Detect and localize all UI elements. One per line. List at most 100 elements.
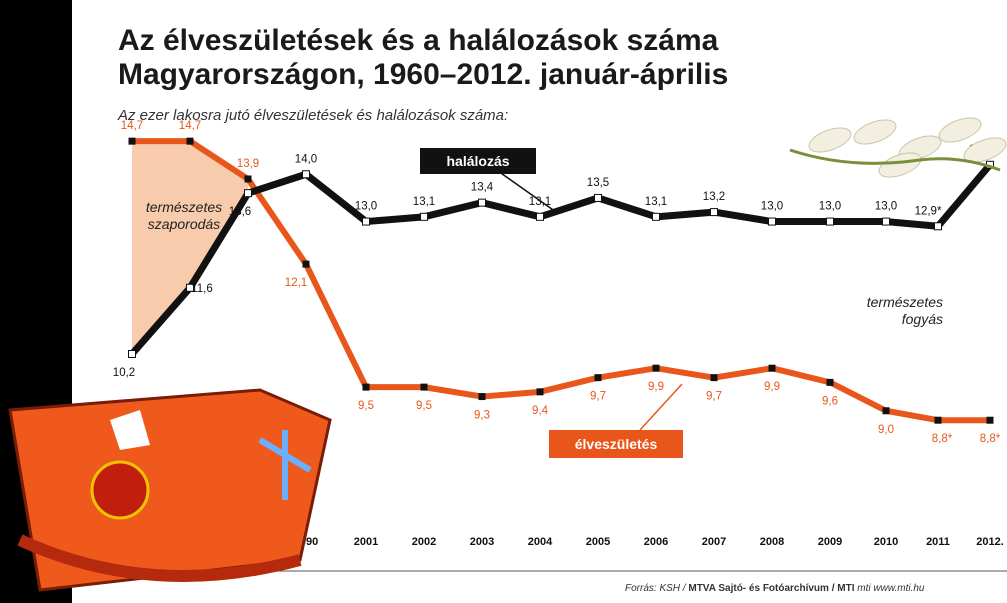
chart-subtitle: Az ezer lakosra jutó élveszületések és h… xyxy=(118,107,509,124)
halalozas-value-label: 13,6 xyxy=(229,206,251,218)
elveszuletes-value-label: 8,8* xyxy=(932,433,953,445)
halalozas-value-label: 13,5 xyxy=(587,177,609,189)
halalozas-point xyxy=(244,189,252,198)
elveszuletes-point xyxy=(826,378,834,386)
halalozas-point xyxy=(934,222,942,231)
halalozas-tag-box xyxy=(420,148,536,174)
cradle-ornament xyxy=(90,460,150,520)
elveszuletes-value-label: 9,7 xyxy=(706,391,722,403)
elveszuletes-point xyxy=(986,416,994,424)
natural-decrease-label-line2: fogyás xyxy=(902,311,943,327)
halalozas-value-label: 13,2 xyxy=(703,191,725,203)
elveszuletes-value-label: 9,3 xyxy=(474,410,490,422)
halalozas-value-label: 13,1 xyxy=(413,196,435,208)
natural-increase-label-line1: természetes xyxy=(146,199,222,215)
halalozas-point xyxy=(128,350,136,358)
x-tick-label: 2009 xyxy=(818,536,842,548)
x-tick-label: 2011 xyxy=(926,536,950,548)
halalozas-value-label: 13,0 xyxy=(875,201,897,213)
elveszuletes-value-label: 9,5 xyxy=(358,400,374,412)
elveszuletes-point xyxy=(594,374,602,382)
halalozas-point xyxy=(536,212,544,221)
halalozas-value-label: 13,0 xyxy=(819,201,841,213)
flower-petal xyxy=(938,117,982,143)
source-credit: Forrás: KSH / MTVA Sajtó- és Fotóarchívu… xyxy=(625,583,925,594)
cradle-heart-cutout xyxy=(110,410,150,450)
elveszuletes-point xyxy=(186,137,194,145)
elveszuletes-value-label: 12,1 xyxy=(285,277,307,289)
natural-increase-label-line2: szaporodás xyxy=(148,216,220,232)
halalozas-point xyxy=(478,198,486,207)
elveszuletes-tag-label: élveszületés xyxy=(575,436,658,452)
halalozas-value-label: 10,2 xyxy=(113,367,135,379)
halalozas-value-label: 13,1 xyxy=(645,196,667,208)
elveszuletes-value-label: 8,8* xyxy=(980,433,1001,445)
halalozas-tag-label: halálozás xyxy=(446,153,509,169)
x-tick-label: 2004 xyxy=(528,536,553,548)
x-tick-label: 2008 xyxy=(760,536,784,548)
source-suffix: mti www.mti.hu xyxy=(854,583,925,594)
elveszuletes-point xyxy=(362,383,370,391)
halalozas-tag-leader xyxy=(497,170,557,213)
elveszuletes-value-label: 9,7 xyxy=(590,391,606,403)
elveszuletes-point xyxy=(128,137,136,145)
elveszuletes-value-label: 9,5 xyxy=(416,400,432,412)
natural-increase-area xyxy=(132,141,248,354)
x-tick-label: 2010 xyxy=(874,536,898,548)
flower-petal xyxy=(878,152,922,178)
series-line-elveszuletes xyxy=(132,138,990,424)
title-line-1: Az élveszületések és a halálozások száma xyxy=(118,24,719,57)
halalozas-value-label: 14,0 xyxy=(295,153,317,165)
elveszuletes-value-label: 9,4 xyxy=(532,405,549,417)
flower-stem xyxy=(789,148,1001,172)
title-line-2: Magyarországon, 1960–2012. január-áprili… xyxy=(118,58,729,91)
x-tick-label: 2007 xyxy=(702,536,726,548)
halalozas-point xyxy=(420,212,428,221)
elveszuletes-value-label: 9,0 xyxy=(878,424,894,436)
series-line-halalozas xyxy=(129,162,993,357)
x-tick-label: 2001 xyxy=(354,536,378,548)
natural-decrease-label-line1: természetes xyxy=(867,294,943,310)
x-tick-label: 2005 xyxy=(586,536,610,548)
halalozas-value-label: 11,6 xyxy=(191,283,213,295)
elveszuletes-value-label: 9,6 xyxy=(822,395,838,407)
x-tick-label: 2002 xyxy=(412,536,436,548)
elveszuletes-tag-leader xyxy=(639,383,683,431)
halalozas-point xyxy=(826,217,834,226)
cradle-body xyxy=(8,388,332,592)
flower-petal xyxy=(853,119,897,145)
elveszuletes-value-label: 13,9 xyxy=(237,158,259,170)
halalozas-value-label: 13,4 xyxy=(471,182,494,194)
halalozas-point xyxy=(302,170,310,179)
flower-petal xyxy=(808,127,852,153)
halalozas-value-label: 13,0 xyxy=(761,201,783,213)
elveszuletes-point xyxy=(710,374,718,382)
x-tick-label: 2003 xyxy=(470,536,494,548)
elveszuletes-value-label: 9,9 xyxy=(764,381,780,393)
elveszuletes-point xyxy=(882,407,890,415)
elveszuletes-value-label: 9,9 xyxy=(648,381,664,393)
halalozas-value-label: 12,9* xyxy=(915,205,942,217)
halalozas-point xyxy=(186,283,194,292)
elveszuletes-value-label: 14,7 xyxy=(179,120,201,132)
elveszuletes-point xyxy=(302,260,310,268)
halalozas-point xyxy=(768,217,776,226)
elveszuletes-point xyxy=(478,393,486,401)
x-tick-label: 2006 xyxy=(644,536,668,548)
halalozas-point xyxy=(652,212,660,221)
elveszuletes-point xyxy=(768,364,776,372)
source-prefix: Forrás: KSH / xyxy=(625,583,689,594)
halalozas-point xyxy=(362,217,370,226)
elveszuletes-tag-box xyxy=(549,430,683,458)
elveszuletes-point xyxy=(934,416,942,424)
elveszuletes-value-label: 14,7 xyxy=(121,120,143,132)
halalozas-point xyxy=(710,208,718,217)
cradle-rocker xyxy=(17,534,302,582)
elveszuletes-point xyxy=(244,175,252,183)
halalozas-value-label: 13,0 xyxy=(355,201,377,213)
cradle-flower-ornament xyxy=(258,430,312,500)
source-agency: MTVA Sajtó- és Fotóarchívum / MTI xyxy=(688,583,855,594)
halalozas-point xyxy=(594,193,602,202)
elveszuletes-point xyxy=(420,383,428,391)
